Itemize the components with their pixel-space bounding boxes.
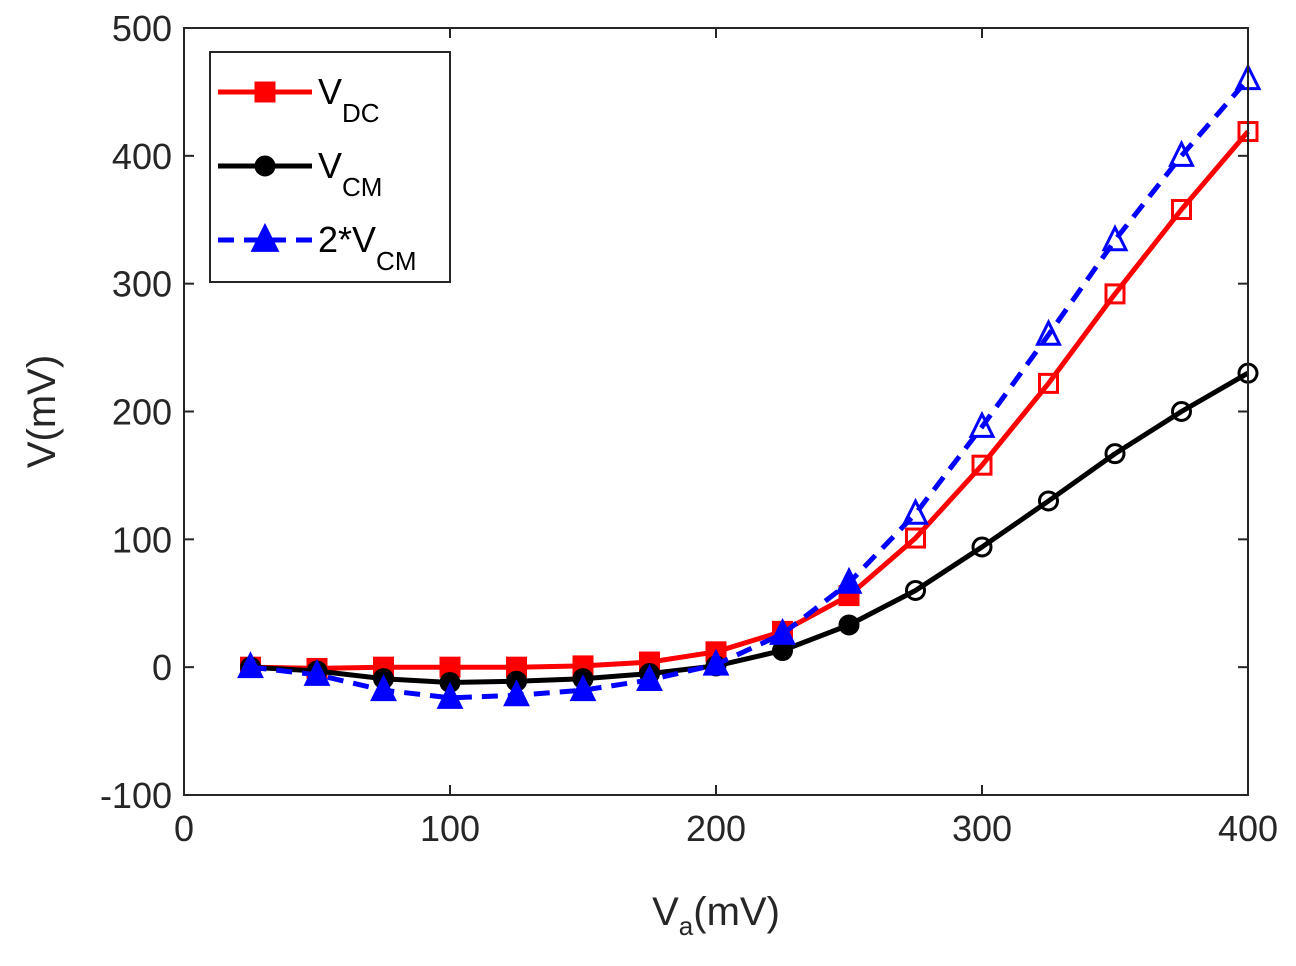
x-tick-label: 300 [952, 808, 1012, 849]
x-axis-label: Va(mV) [652, 890, 780, 941]
series-line [250, 77, 1250, 701]
data-point [1171, 401, 1192, 422]
legend-item: VCM [218, 145, 382, 202]
legend-marker [254, 155, 276, 177]
data-point [1104, 443, 1126, 465]
data-point [569, 674, 597, 702]
data-point [971, 536, 993, 558]
x-tick-label: 200 [686, 808, 746, 849]
y-tick-label: 300 [112, 264, 172, 305]
legend-label: VDC [318, 71, 380, 128]
x-tick-label: 100 [420, 808, 480, 849]
legend-marker [250, 222, 280, 252]
series-layer [237, 63, 1262, 709]
legend-item: VDC [218, 71, 380, 128]
x-tick-label: 0 [174, 808, 194, 849]
data-point [303, 658, 331, 686]
data-point [769, 617, 796, 645]
data-point [1168, 139, 1195, 167]
y-tick-label: 200 [112, 392, 172, 433]
legend-items: VDC VCM 2*VCM [218, 71, 416, 276]
legend-label: VCM [318, 145, 382, 202]
series-2*V_CM [237, 63, 1262, 709]
data-point [971, 454, 993, 476]
data-point [636, 663, 663, 691]
series-line [250, 129, 1250, 671]
data-point [1038, 490, 1059, 512]
data-point [835, 566, 863, 594]
data-point [1038, 372, 1059, 394]
data-point [237, 651, 264, 679]
data-point [902, 497, 929, 525]
data-point [702, 648, 730, 676]
legend-marker [254, 81, 276, 103]
legend: VDC VCM 2*VCM [209, 51, 451, 283]
x-tick-label: 400 [1218, 808, 1278, 849]
legend-item: 2*VCM [218, 219, 416, 276]
data-point [503, 679, 530, 707]
y-tick-label: 500 [112, 8, 172, 49]
data-point [436, 681, 464, 709]
data-point [968, 410, 996, 438]
data-point [905, 579, 926, 601]
legend-label: 2*VCM [318, 219, 416, 276]
data-point [1101, 224, 1129, 252]
data-point [1035, 318, 1062, 346]
data-point [370, 674, 397, 702]
data-point [1171, 199, 1192, 221]
data-point [1104, 283, 1126, 305]
y-tick-label: 100 [112, 519, 172, 560]
y-axis-label: V(mV) [20, 355, 64, 468]
series-line [250, 370, 1250, 685]
y-tick-label: 0 [152, 647, 172, 688]
data-point [905, 527, 926, 549]
data-point [838, 614, 860, 636]
y-tick-label: 400 [112, 136, 172, 177]
y-tick-label: -100 [100, 775, 172, 816]
